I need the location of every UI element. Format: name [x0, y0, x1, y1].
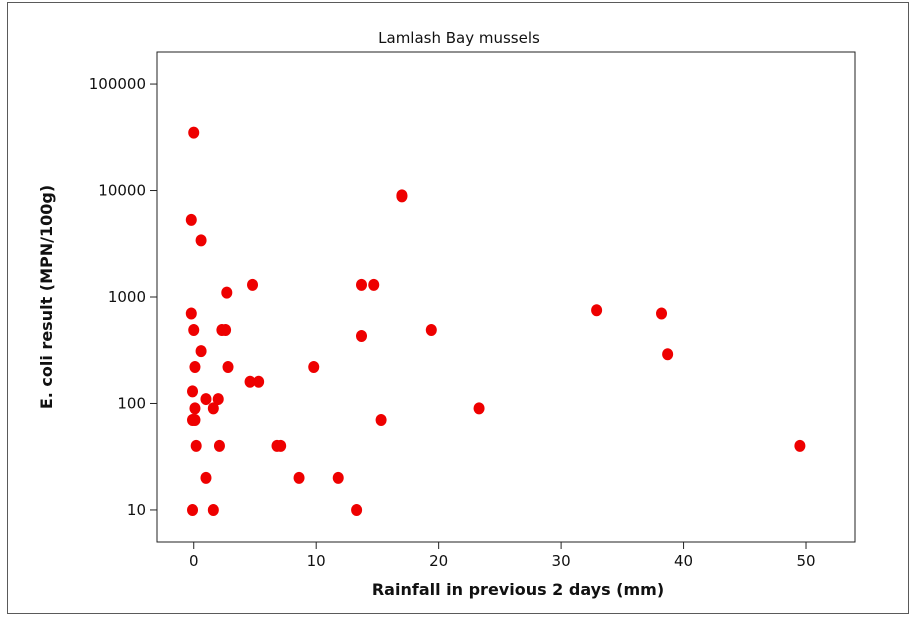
data-point: [188, 323, 200, 336]
x-tick-label: 30: [552, 552, 571, 570]
x-tick-label: 10: [307, 552, 326, 570]
data-point: [212, 393, 224, 406]
data-point: [425, 323, 437, 336]
data-point: [195, 234, 207, 247]
data-point: [396, 190, 408, 203]
data-point: [187, 503, 199, 516]
data-point: [253, 375, 265, 388]
data-point: [656, 307, 668, 320]
data-point: [195, 345, 207, 358]
data-point: [332, 471, 344, 484]
y-axis: 10 100 1000 10000 100000: [89, 75, 157, 519]
x-tick-label: 0: [189, 552, 199, 570]
y-tick-label: 100: [117, 394, 146, 412]
data-point: [275, 439, 287, 452]
y-tick-label: 10: [127, 501, 146, 519]
data-points: [185, 126, 806, 516]
data-point: [351, 503, 363, 516]
data-point: [473, 402, 485, 415]
data-point: [207, 503, 219, 516]
y-tick-label: 1000: [108, 288, 146, 306]
data-point: [794, 439, 806, 452]
data-point: [368, 278, 380, 291]
data-point: [220, 323, 232, 336]
data-point: [293, 471, 305, 484]
data-point: [187, 385, 199, 398]
data-point: [189, 413, 201, 426]
y-axis-label: E. coli result (MPN/100g): [37, 185, 56, 409]
data-point: [356, 278, 368, 291]
data-point: [185, 213, 197, 226]
y-tick-label: 100000: [89, 75, 146, 93]
x-axis-label: Rainfall in previous 2 days (mm): [372, 580, 664, 599]
data-point: [200, 471, 212, 484]
data-point: [188, 126, 200, 139]
x-axis: 0 10 20 30 40 50: [189, 542, 816, 570]
data-point: [247, 278, 259, 291]
data-point: [189, 402, 201, 415]
data-point: [190, 439, 202, 452]
data-point: [244, 375, 256, 388]
data-point: [375, 413, 387, 426]
data-point: [662, 348, 674, 361]
data-point: [308, 361, 320, 374]
data-point: [189, 361, 201, 374]
data-point: [213, 439, 225, 452]
x-tick-label: 20: [429, 552, 448, 570]
chart-title: Lamlash Bay mussels: [378, 29, 540, 47]
data-point: [221, 286, 233, 299]
x-tick-label: 40: [674, 552, 693, 570]
y-tick-label: 10000: [98, 182, 146, 200]
data-point: [185, 307, 197, 320]
plot-area: [156, 51, 856, 543]
data-point: [200, 393, 212, 406]
data-point: [591, 304, 603, 317]
data-point: [222, 361, 234, 374]
data-point: [207, 402, 219, 415]
x-tick-label: 50: [796, 552, 815, 570]
data-point: [356, 330, 368, 343]
